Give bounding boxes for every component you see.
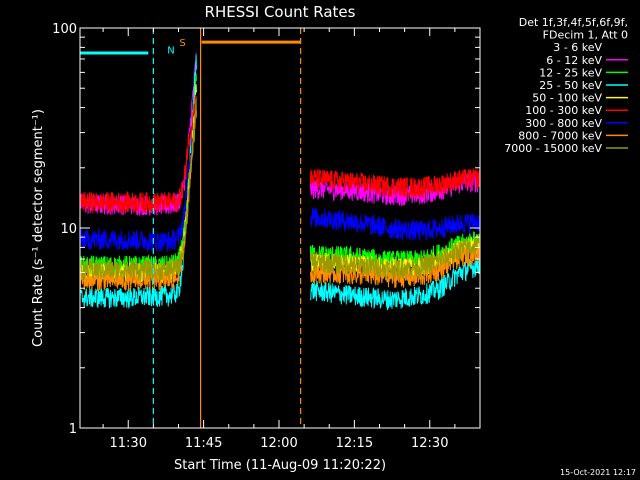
- chart-title: RHESSI Count Rates: [205, 3, 356, 21]
- footer-timestamp: 15-Oct-2021 12:17: [560, 468, 636, 477]
- series-line: [80, 94, 480, 214]
- x-tick-label: 11:45: [185, 436, 222, 451]
- series-line: [80, 109, 480, 292]
- x-tick-label: 12:15: [336, 436, 373, 451]
- y-axis: 1 10 100: [52, 22, 480, 437]
- legend-entry-label: 50 - 100 keV: [532, 92, 602, 105]
- x-tick-label: 12:30: [411, 436, 448, 451]
- y-tick-label: 100: [52, 22, 77, 37]
- y-axis-label: Count Rate (s⁻¹ detector segment⁻¹): [31, 109, 46, 347]
- y-tick-label: 1: [69, 422, 77, 437]
- state-label: N: [167, 46, 174, 57]
- legend-entry-label: 800 - 7000 keV: [518, 129, 602, 142]
- y-tick-label: 10: [60, 222, 77, 237]
- x-axis-label: Start Time (11-Aug-09 11:20:22): [174, 458, 386, 473]
- legend-entry-label: 25 - 50 keV: [539, 79, 602, 92]
- series-line: [80, 55, 480, 311]
- x-axis: 11:30 11:45 12:00 12:15 12:30: [102, 28, 481, 451]
- legend-entry-label: 100 - 300 keV: [525, 104, 602, 117]
- legend: Det 1f,3f,4f,5f,6f,9f,FDecim 1, Att 03 -…: [504, 16, 628, 155]
- legend-header: Det 1f,3f,4f,5f,6f,9f,: [519, 16, 628, 29]
- legend-entry-label: 6 - 12 keV: [546, 54, 602, 67]
- legend-entry-label: 300 - 800 keV: [525, 117, 602, 130]
- state-label: S: [179, 38, 185, 49]
- x-tick-label: 12:00: [260, 436, 297, 451]
- legend-entry-label: 12 - 25 keV: [539, 66, 602, 79]
- x-tick-label: 11:30: [110, 436, 147, 451]
- legend-entry-label: 7000 - 15000 keV: [504, 142, 602, 155]
- series-line: [80, 99, 480, 281]
- legend-header: FDecim 1, Att 0: [543, 29, 628, 42]
- series-line: [80, 103, 480, 252]
- legend-entry-label: 3 - 6 keV: [553, 41, 602, 54]
